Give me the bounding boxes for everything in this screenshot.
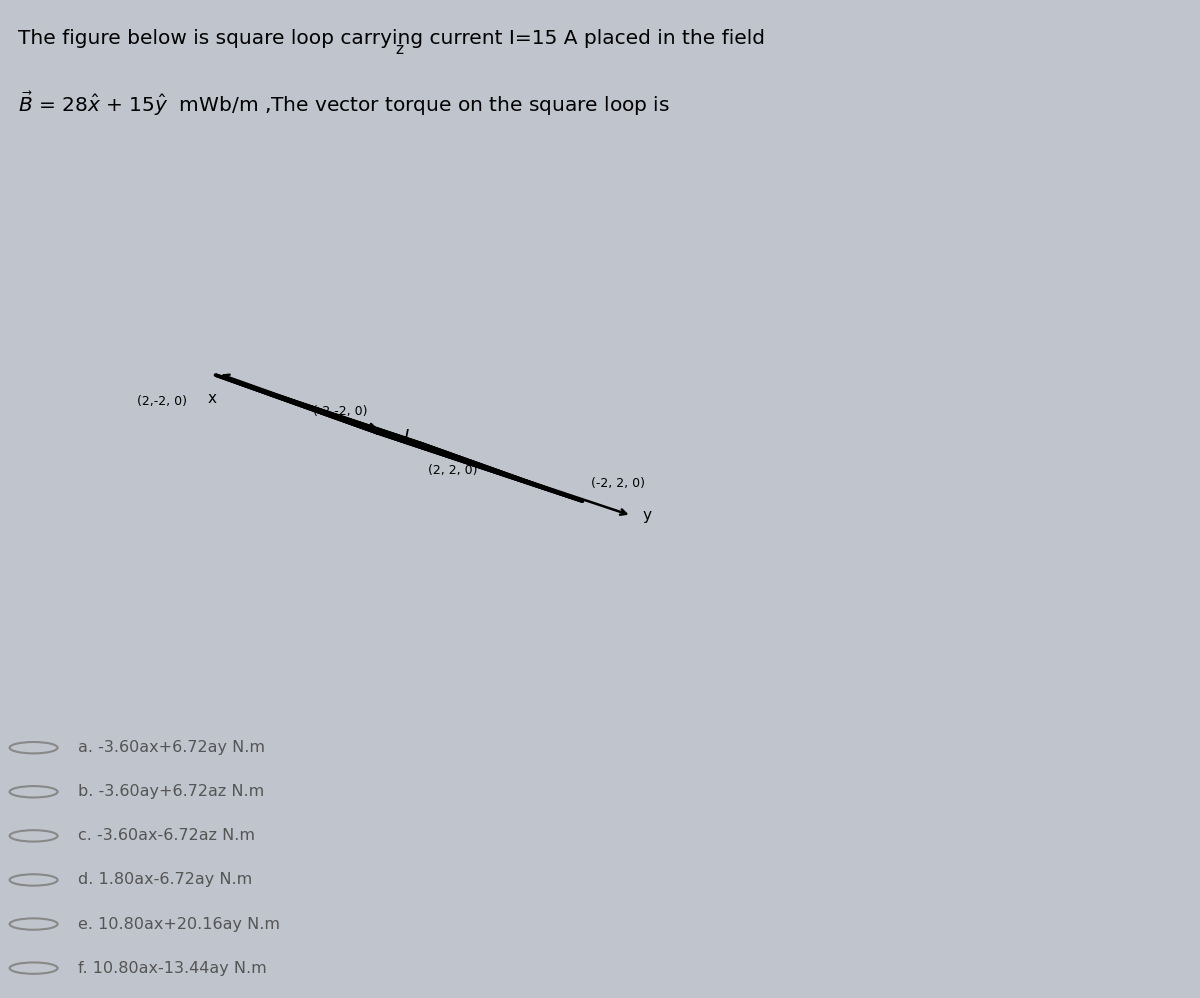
Text: The figure below is square loop carrying current I=15 A placed in the field: The figure below is square loop carrying…	[18, 29, 766, 48]
Text: I: I	[403, 427, 409, 445]
Text: e. 10.80ax+20.16ay N.m: e. 10.80ax+20.16ay N.m	[78, 916, 280, 931]
Text: y: y	[643, 508, 652, 523]
Text: b. -3.60ay+6.72az N.m: b. -3.60ay+6.72az N.m	[78, 784, 264, 799]
Text: z: z	[395, 42, 403, 57]
Text: (2, 2, 0): (2, 2, 0)	[427, 464, 478, 477]
Polygon shape	[215, 375, 583, 501]
Text: x: x	[208, 391, 217, 406]
Text: (2,-2, 0): (2,-2, 0)	[137, 395, 187, 408]
Text: d. 1.80ax-6.72ay N.m: d. 1.80ax-6.72ay N.m	[78, 872, 252, 887]
Text: $\vec{B}$ = 28$\hat{x}$ + 15$\hat{y}$  mWb/m ,The vector torque on the square lo: $\vec{B}$ = 28$\hat{x}$ + 15$\hat{y}$ mW…	[18, 90, 670, 118]
Text: f. 10.80ax-13.44ay N.m: f. 10.80ax-13.44ay N.m	[78, 961, 266, 976]
Text: c. -3.60ax-6.72az N.m: c. -3.60ax-6.72az N.m	[78, 828, 256, 843]
Text: a. -3.60ax+6.72ay N.m: a. -3.60ax+6.72ay N.m	[78, 741, 265, 755]
Text: (-2, 2, 0): (-2, 2, 0)	[592, 477, 646, 490]
Text: (-2,-2, 0): (-2,-2, 0)	[313, 405, 367, 418]
